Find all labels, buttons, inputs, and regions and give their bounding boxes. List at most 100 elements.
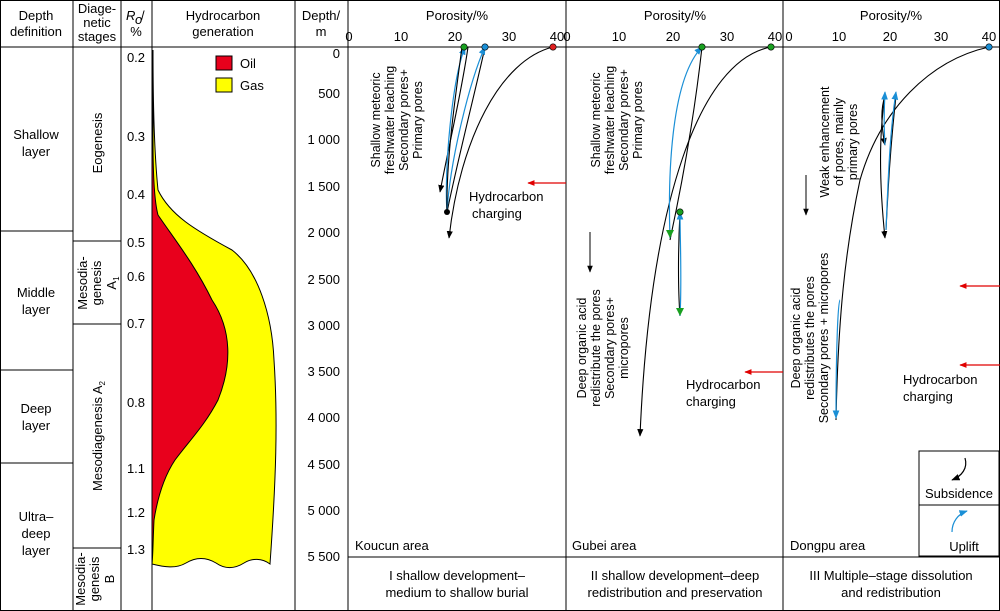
depth-tick: 1 000 (307, 132, 340, 147)
svg-text:30: 30 (502, 29, 516, 44)
svg-text:Secondary pores + micropores: Secondary pores + micropores (817, 253, 831, 424)
depth-tick: 4 500 (307, 457, 340, 472)
depth-tick: 3 000 (307, 318, 340, 333)
svg-text:Hydrocarbon: Hydrocarbon (186, 8, 260, 23)
depth-tick: 4 000 (307, 410, 340, 425)
svg-text:layer: layer (22, 543, 51, 558)
svg-text:40: 40 (550, 29, 564, 44)
hydrocarbon-generation-plot (151, 49, 277, 568)
uplift-path (668, 46, 703, 239)
svg-text:Deep organic acid: Deep organic acid (789, 288, 803, 389)
uplift-path (885, 91, 899, 231)
svg-text:Depth: Depth (19, 8, 54, 23)
burial-path (835, 46, 990, 421)
svg-text:freshwater leaching: freshwater leaching (383, 66, 397, 174)
svg-text:Depth/: Depth/ (302, 8, 341, 23)
svg-text:Primary pores: Primary pores (411, 81, 425, 159)
subsidence-arrow (951, 457, 967, 481)
depth-tick: 1 500 (307, 179, 340, 194)
dongpu-notes-deep: Deep organic acid redistributes the pore… (789, 253, 831, 424)
ro-tick: 0.4 (127, 187, 145, 202)
svg-text:Mesodia-: Mesodia- (75, 256, 90, 309)
svg-text:Diage-: Diage- (78, 1, 116, 16)
svg-text:10: 10 (394, 29, 408, 44)
sample-dot (481, 43, 489, 51)
area-label: Gubei area (572, 538, 637, 553)
svg-text:30: 30 (720, 29, 734, 44)
ro-tick: 0.6 (127, 269, 145, 284)
legend-gas-label: Gas (240, 78, 264, 93)
svg-text:/: / (141, 8, 145, 23)
svg-text:Secondary pores+: Secondary pores+ (397, 69, 411, 171)
stage-mesodiagenesis-a1: Mesodia- genesis A1 (75, 256, 121, 309)
uplift-arrow (951, 510, 968, 533)
uplift-label: Uplift (949, 539, 979, 554)
stage-eogenesis: Eogenesis (90, 112, 105, 173)
depth-tick: 5 500 (307, 549, 340, 564)
panel-caption: and redistribution (841, 585, 941, 600)
ro-tick: 1.2 (127, 505, 145, 520)
ro-tick: 1.3 (127, 542, 145, 557)
svg-text:of pores, mainly: of pores, mainly (832, 97, 846, 186)
depth-layer-deep: Deep layer (20, 401, 51, 433)
svg-text:Secondary pores+: Secondary pores+ (603, 297, 617, 399)
subsidence-label: Subsidence (925, 486, 993, 501)
panel-gubei: Shallow meteoric freshwater leaching Sec… (572, 43, 783, 600)
svg-text:30: 30 (934, 29, 948, 44)
header-hydrocarbon-generation: Hydrocarbon generation (186, 8, 260, 39)
svg-text:generation: generation (192, 24, 253, 39)
ro-tick: 0.3 (127, 129, 145, 144)
panel-caption: II shallow development–deep (591, 568, 759, 583)
svg-text:Weak enhancement: Weak enhancement (818, 86, 832, 197)
svg-text:redistributes the pores: redistributes the pores (803, 276, 817, 400)
porosity-axis-3: Porosity/% 0 10 20 30 40 (785, 8, 996, 44)
svg-text:genesis: genesis (89, 260, 104, 305)
depth-tick: 5 000 (307, 503, 340, 518)
charging-label: Hydrocarbon (469, 189, 543, 204)
dongpu-notes-shallow: Weak enhancement of pores, mainly primar… (818, 86, 860, 197)
porosity-axis-title: Porosity/% (426, 8, 489, 23)
porosity-axis-title: Porosity/% (644, 8, 707, 23)
svg-text:primary pores: primary pores (846, 104, 860, 180)
porosity-axis-1: Porosity/% 0 10 20 30 40 (345, 8, 564, 44)
oil-area-fill (151, 139, 229, 565)
burial-path (446, 46, 463, 213)
sample-dot (767, 43, 775, 51)
burial-path (879, 95, 888, 239)
sample-dot (460, 43, 468, 51)
koucun-notes: Shallow meteoric freshwater leaching Sec… (369, 66, 425, 174)
porosity-axis-title: Porosity/% (860, 8, 923, 23)
burial-path (677, 211, 681, 317)
svg-text:0: 0 (345, 29, 352, 44)
svg-text:10: 10 (832, 29, 846, 44)
legend-oil-label: Oil (240, 56, 256, 71)
depth-layer-middle: Middle layer (17, 285, 55, 317)
uplift-path (881, 91, 888, 146)
panel-caption: redistribution and preservation (588, 585, 763, 600)
burial-path (446, 46, 486, 213)
charging-label: charging (903, 389, 953, 404)
depth-tick: 500 (318, 86, 340, 101)
svg-text:0: 0 (785, 29, 792, 44)
ro-tick: 0.8 (127, 395, 145, 410)
gubei-notes-shallow: Shallow meteoric freshwater leaching Sec… (589, 66, 645, 174)
sample-dot (549, 43, 557, 51)
stage-mesodiagenesis-b: Mesodia- genesis B (73, 552, 117, 605)
burial-path (446, 46, 554, 239)
panel-koucun: Shallow meteoric freshwater leaching Sec… (355, 43, 566, 600)
uplift-path (676, 211, 684, 317)
header-ro: R o / % (126, 8, 145, 39)
stage-mesodiagenesis-a2: Mesodiagenesis A2 (90, 380, 107, 491)
header-depth: Depth/ m (302, 8, 341, 39)
svg-text:layer: layer (22, 418, 51, 433)
ro-scale: 0.2 0.3 0.4 0.5 0.6 0.7 0.8 1.1 1.2 1.3 (127, 50, 145, 557)
svg-text:20: 20 (666, 29, 680, 44)
svg-text:20: 20 (883, 29, 897, 44)
svg-text:netic: netic (83, 15, 111, 30)
area-label: Dongpu area (790, 538, 866, 553)
path-legend: Subsidence Uplift (918, 450, 1000, 557)
sample-dot (698, 43, 706, 51)
ro-tick: 0.7 (127, 316, 145, 331)
panel-caption: medium to shallow burial (385, 585, 528, 600)
